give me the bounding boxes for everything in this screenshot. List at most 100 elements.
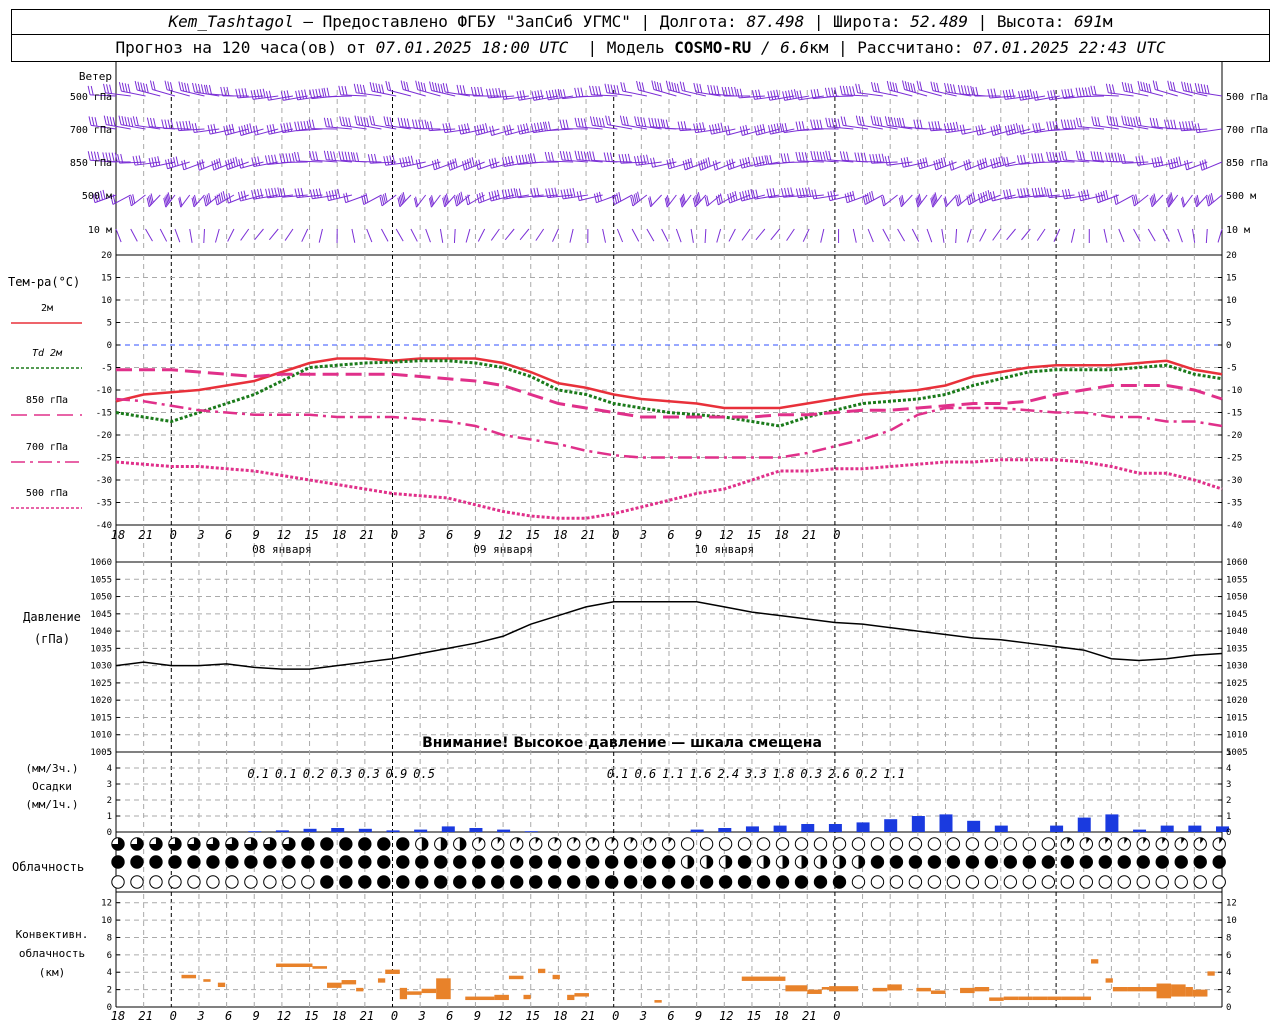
barb-feather [312, 189, 316, 199]
precip-total-label: 0.5 [413, 767, 435, 781]
precip-total-label: 2.6 [828, 767, 850, 781]
wind-barb [827, 95, 854, 98]
barb-feather [1082, 151, 1086, 161]
tick-label: 1050 [1226, 593, 1248, 603]
barb-feather [1043, 187, 1047, 197]
cloud-symbol [472, 855, 486, 869]
barb-feather [1035, 90, 1039, 100]
barb-feather [676, 83, 680, 93]
cloud-symbol [851, 875, 866, 889]
cloud-symbol [1212, 855, 1226, 869]
cloud-symbol [301, 875, 315, 889]
cloud-symbol [851, 837, 866, 851]
cloud-symbol [320, 837, 334, 851]
time-tick-label: 15 [747, 528, 761, 542]
cloud-fill [111, 837, 125, 851]
cloud-symbol [946, 837, 961, 851]
barb-feather [779, 122, 783, 132]
wind-barb [119, 161, 146, 164]
barb-feather [598, 191, 602, 201]
barb-feather [137, 81, 141, 91]
barb-feather [434, 159, 438, 170]
barb-feather [461, 124, 465, 134]
wind-barb [846, 194, 869, 204]
precip-total-label: 2.4 [717, 767, 739, 781]
barb-feather [128, 196, 132, 206]
barb-feather [680, 121, 684, 131]
barb-feather [1020, 154, 1024, 165]
cloud-symbol [320, 875, 334, 889]
barb-feather [745, 124, 749, 135]
barb-feather [1182, 121, 1186, 131]
tick-label: 10 [1226, 916, 1237, 926]
barb-feather [100, 190, 103, 200]
barb-feather [902, 80, 906, 90]
barb-feather [527, 154, 531, 164]
barb-feather [651, 80, 655, 90]
cloud-fill [206, 837, 220, 851]
barb-feather [928, 121, 932, 131]
barb-feather [225, 194, 229, 204]
cloud-fill [782, 855, 789, 869]
tick-label: 4 [1226, 764, 1231, 774]
barb-feather [1018, 125, 1022, 135]
barb-feather [707, 84, 711, 95]
barb-feather [560, 189, 564, 199]
barb-feather [828, 87, 831, 97]
barb-feather [1037, 187, 1041, 197]
barb-feather [995, 157, 999, 167]
barb-feather [1064, 189, 1068, 199]
wind-barb [917, 194, 928, 208]
barb-feather [214, 195, 218, 205]
barb-feather [871, 81, 874, 92]
cloud-symbol [832, 875, 847, 889]
barb-feather [562, 119, 566, 129]
tick-label: -40 [96, 521, 112, 531]
barb-feather [400, 117, 404, 128]
day-label: 09 января [473, 543, 533, 556]
barb-feather [1058, 152, 1062, 162]
barb-feather [445, 193, 449, 203]
barb-feather [413, 198, 417, 208]
barb-feather [1086, 189, 1090, 199]
wind-barb [535, 228, 545, 241]
barb-feather [886, 80, 890, 91]
barb-feather [610, 84, 614, 94]
time-tick-label: 0 [833, 1009, 840, 1023]
barb-feather [816, 151, 820, 161]
cloud-symbol [282, 855, 296, 869]
barb-feather [231, 123, 235, 134]
wind-barb [297, 95, 323, 101]
barb-feather [1170, 158, 1174, 169]
barb-feather [960, 85, 964, 95]
conv-bar [1112, 987, 1128, 992]
precip-title: Осадки [32, 780, 72, 793]
barb-feather [540, 89, 544, 99]
tick-label: 1 [107, 812, 112, 822]
conv-bar [1003, 996, 1019, 1001]
barb-feather [557, 88, 561, 99]
barb-feather [516, 91, 520, 101]
barb-feather [474, 86, 478, 97]
barb-feather [157, 156, 161, 166]
precip-bar [745, 826, 759, 832]
wind-barb [715, 161, 736, 171]
conv-bar [181, 974, 197, 979]
wind-barb [1139, 89, 1164, 97]
cloud-fill [440, 837, 447, 851]
barb-feather [529, 153, 533, 163]
wind-barb [681, 194, 692, 208]
wind-barb [214, 228, 220, 243]
cloud-symbol [396, 837, 410, 851]
barb-feather [283, 90, 287, 100]
barb-feather [758, 89, 762, 99]
barb-feather [833, 190, 837, 200]
wind-barb [449, 161, 471, 171]
barb-feather [769, 155, 773, 165]
barb-feather [469, 158, 473, 168]
wind-barb [340, 94, 367, 97]
barb-feather [636, 80, 640, 91]
wind-level-label: 500 гПа [1226, 92, 1268, 103]
barb-feather [243, 124, 247, 135]
conv-bar [574, 993, 589, 997]
